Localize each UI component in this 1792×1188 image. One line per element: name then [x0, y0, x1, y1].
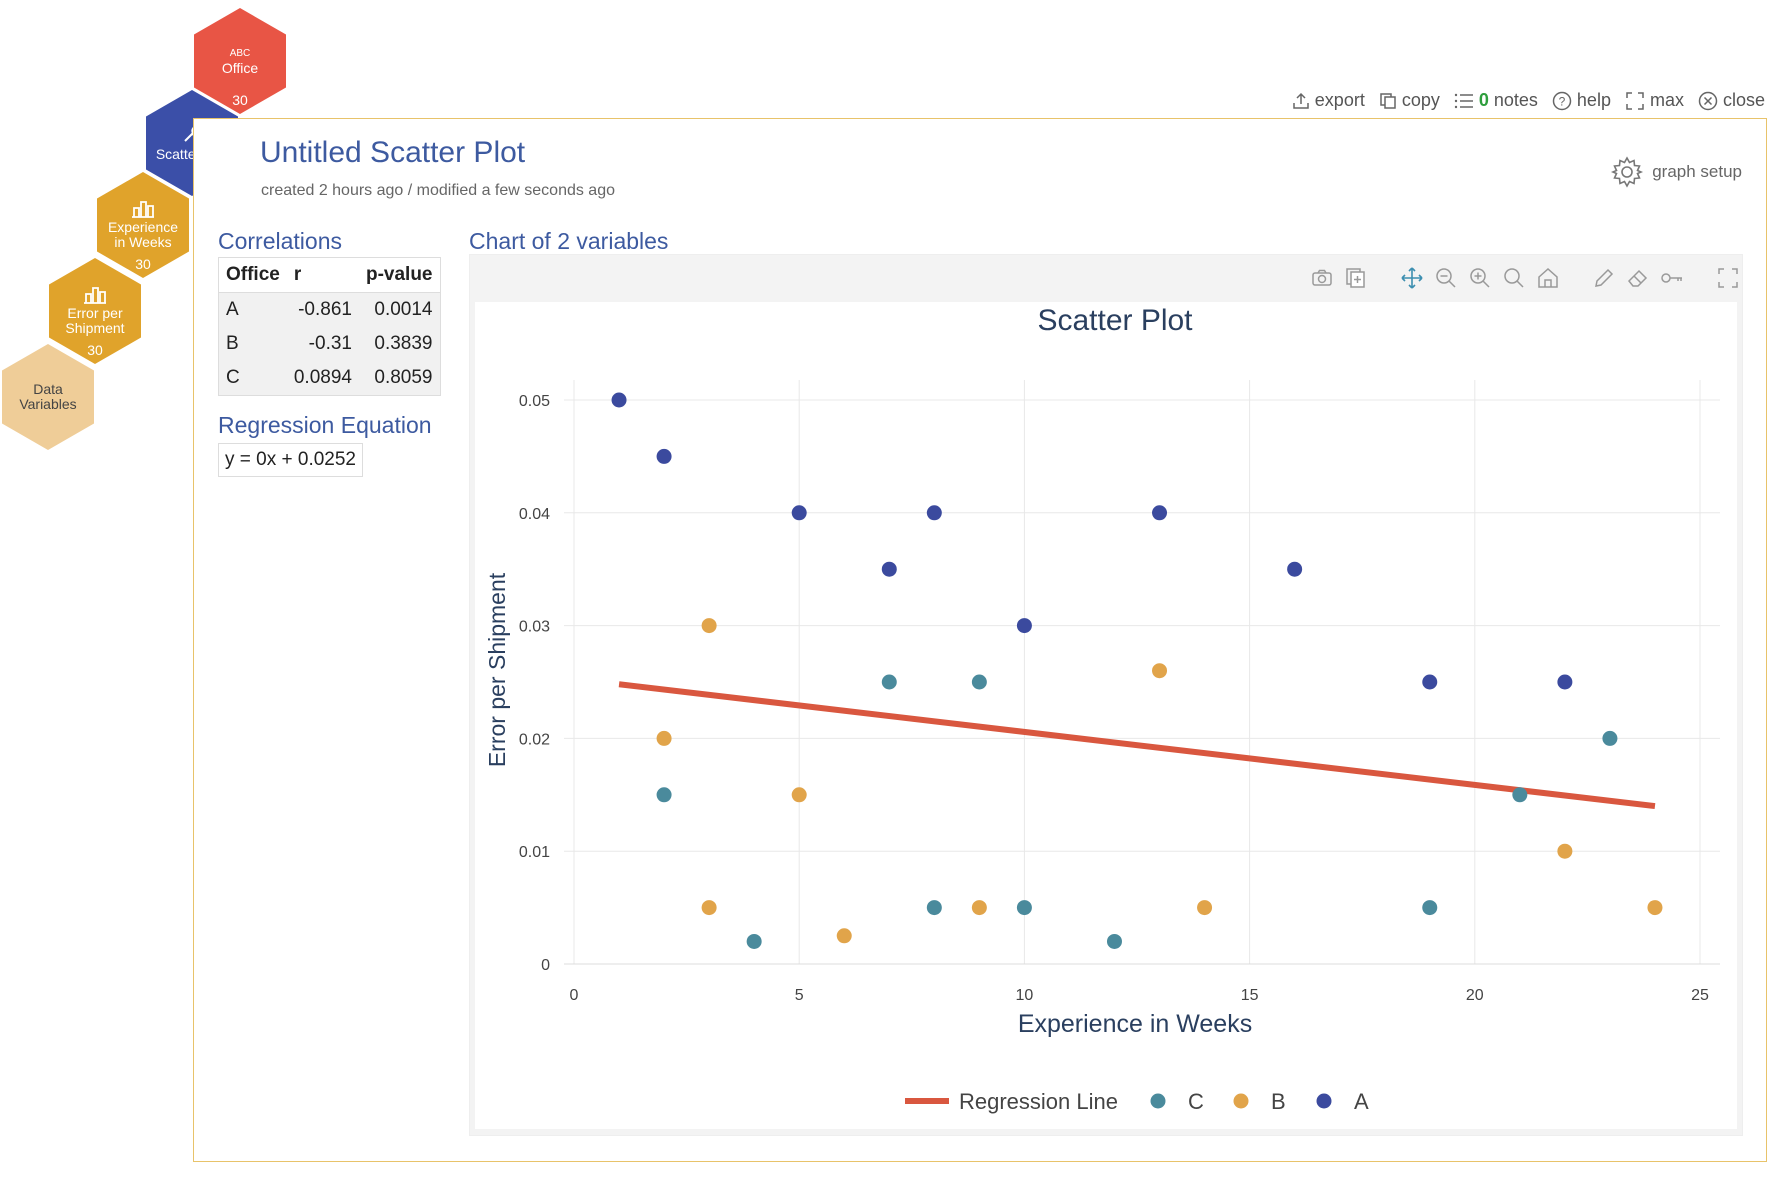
export-label: export: [1314, 90, 1365, 110]
zoom-icon[interactable]: [1502, 266, 1526, 290]
nav-data-variables[interactable]: Data Variables: [2, 344, 94, 450]
max-button[interactable]: max: [1625, 90, 1684, 111]
export-icon: [1293, 92, 1309, 109]
list-icon: [1454, 93, 1473, 108]
cell-r: 0.0894: [286, 361, 359, 396]
help-button[interactable]: ? help: [1552, 90, 1611, 111]
table-header-row: Office r p-value: [218, 257, 441, 293]
pencil-icon[interactable]: [1592, 266, 1616, 290]
max-label: max: [1649, 90, 1684, 110]
close-icon: [1698, 91, 1718, 110]
page-subtitle: created 2 hours ago / modified a few sec…: [261, 182, 615, 199]
graph-setup-button[interactable]: graph setup: [1610, 155, 1742, 189]
graph-setup-label: graph setup: [1652, 162, 1742, 181]
eraser-icon[interactable]: [1626, 266, 1650, 290]
correlations-title: Correlations: [218, 228, 342, 254]
office-badge: ABC: [229, 48, 251, 59]
zoom-in-icon[interactable]: [1468, 266, 1492, 290]
window-toolbar: export copy 0 notes ? help max close: [1292, 90, 1765, 111]
column-header: r: [286, 257, 359, 293]
gear-icon: [1611, 156, 1644, 188]
chart-area: [475, 302, 1737, 1129]
notes-label: notes: [1493, 90, 1538, 110]
office-label: Office: [221, 60, 259, 76]
copy-button[interactable]: copy: [1379, 90, 1440, 111]
experience-count: 30: [135, 256, 151, 272]
bar-chart-icon: [84, 287, 106, 304]
nav-experience[interactable]: Experience in Weeks 30: [97, 172, 189, 278]
copy-icon: [1380, 92, 1396, 109]
cell-r: -0.31: [286, 327, 359, 361]
close-label: close: [1722, 90, 1765, 110]
help-label: help: [1576, 90, 1611, 110]
table-row: B -0.31 0.3839: [218, 327, 441, 361]
close-button[interactable]: close: [1698, 90, 1765, 111]
column-header: Office: [218, 257, 287, 293]
error-count: 30: [87, 342, 103, 358]
table-row: C 0.0894 0.8059: [218, 361, 441, 396]
pan-icon[interactable]: [1400, 266, 1424, 290]
cell-office: C: [218, 361, 287, 396]
bar-chart-icon: [132, 201, 154, 218]
office-count: 30: [232, 92, 248, 108]
correlations-table: Office r p-value A -0.861 0.0014 B -0.31…: [218, 257, 441, 396]
copy-label: copy: [1401, 90, 1440, 110]
experience-label-1: Experience: [107, 219, 179, 235]
zoom-out-icon[interactable]: [1434, 266, 1458, 290]
cell-p: 0.3839: [358, 327, 441, 361]
cell-r: -0.861: [286, 292, 359, 327]
notes-button[interactable]: 0 notes: [1454, 90, 1538, 111]
error-label-2: Shipment: [65, 320, 125, 336]
column-header: p-value: [358, 257, 441, 293]
cell-office: B: [218, 327, 287, 361]
data-label-1: Data: [33, 381, 63, 397]
help-icon: ?: [1552, 91, 1572, 110]
nav-office[interactable]: ABC Office 30: [194, 8, 286, 114]
table-row: A -0.861 0.0014: [218, 292, 441, 327]
nav-error-per-shipment[interactable]: Error per Shipment 30: [49, 258, 141, 364]
notes-count: 0: [1478, 90, 1489, 110]
data-label-2: Variables: [19, 396, 77, 412]
error-label-1: Error per: [67, 305, 123, 321]
cell-office: A: [218, 292, 287, 327]
page-title[interactable]: Untitled Scatter Plot: [260, 136, 526, 169]
chart-modebar: [1310, 266, 1740, 290]
chart-section-title: Chart of 2 variables: [469, 228, 669, 254]
camera-icon[interactable]: [1310, 266, 1334, 290]
fullscreen-icon[interactable]: [1716, 266, 1740, 290]
cell-p: 0.0014: [358, 292, 441, 327]
regression-title: Regression Equation: [218, 412, 432, 438]
svg-text:?: ?: [1559, 94, 1566, 108]
experience-label-2: in Weeks: [114, 234, 172, 250]
add-chart-icon[interactable]: [1344, 266, 1368, 290]
key-icon[interactable]: [1660, 266, 1684, 290]
cell-p: 0.8059: [358, 361, 441, 396]
maximize-icon: [1626, 91, 1644, 110]
home-icon[interactable]: [1536, 266, 1560, 290]
export-button[interactable]: export: [1292, 90, 1365, 111]
regression-equation: y = 0x + 0.0252: [218, 443, 363, 477]
